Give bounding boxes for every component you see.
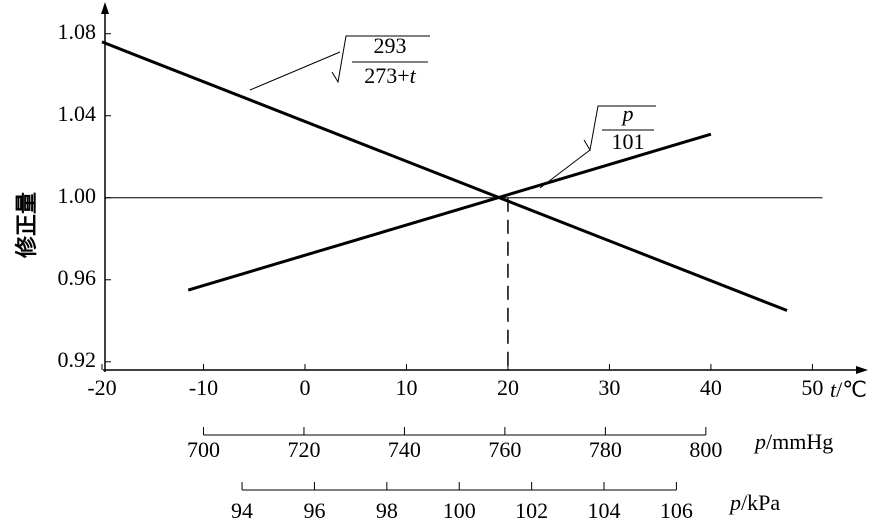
y-tick-label: 0.96 <box>58 265 97 290</box>
annotation-var: t <box>410 63 417 88</box>
secondary-tick-label: 760 <box>488 437 521 462</box>
y-tick-label: 1.08 <box>58 19 97 44</box>
x-label-unit: /℃ <box>836 377 867 402</box>
x-tick-label: -20 <box>87 375 116 400</box>
x-arrow <box>856 366 868 374</box>
secondary-tick-label: 98 <box>376 498 398 523</box>
secondary-tick-label: 720 <box>287 437 320 462</box>
secondary-axis-label: p/kPa <box>728 490 780 515</box>
leader <box>249 51 341 91</box>
y-arrow <box>101 2 109 14</box>
annotation-denominator: 101 <box>612 129 645 154</box>
y-tick-label: 0.92 <box>58 347 97 372</box>
secondary-tick-label: 96 <box>303 498 325 523</box>
secondary-tick-label: 104 <box>588 498 621 523</box>
secondary-tick-label: 780 <box>589 437 622 462</box>
x-tick-label: 30 <box>598 375 620 400</box>
x-tick-label: 0 <box>299 375 310 400</box>
axis-unit: /mmHg <box>766 429 833 454</box>
x-tick-label: -10 <box>189 375 218 400</box>
secondary-axis-label: p/mmHg <box>753 429 833 454</box>
secondary-tick-label: 94 <box>231 498 253 523</box>
annotation-numerator: p <box>621 101 634 126</box>
y-label: 修正量 <box>14 192 40 259</box>
secondary-tick-label: 100 <box>443 498 476 523</box>
y-tick-label: 1.04 <box>58 101 97 126</box>
x-tick-label: 20 <box>497 375 519 400</box>
axis-var: p <box>753 429 766 454</box>
secondary-tick-label: 800 <box>689 437 722 462</box>
axis-var: p <box>728 490 741 515</box>
sqrt-sign <box>331 35 430 84</box>
annotation-denominator: 273+t <box>364 63 416 88</box>
x-tick-label: 10 <box>395 375 417 400</box>
y-tick-label: 1.00 <box>58 183 97 208</box>
x-label-var: t <box>830 377 837 402</box>
secondary-tick-label: 740 <box>388 437 421 462</box>
secondary-tick-label: 106 <box>660 498 693 523</box>
secondary-tick-label: 102 <box>515 498 548 523</box>
annotation-denominator-text: 273+ <box>364 63 409 88</box>
x-tick-label: 50 <box>801 375 823 400</box>
data-line <box>101 40 788 312</box>
sqrt-sign <box>583 105 656 152</box>
x-label: t/℃ <box>830 377 867 402</box>
x-tick-label: 40 <box>700 375 722 400</box>
annotation-numerator: 293 <box>374 33 407 58</box>
axis-unit: /kPa <box>741 490 780 515</box>
secondary-tick-label: 700 <box>187 437 220 462</box>
data-line <box>187 132 712 292</box>
